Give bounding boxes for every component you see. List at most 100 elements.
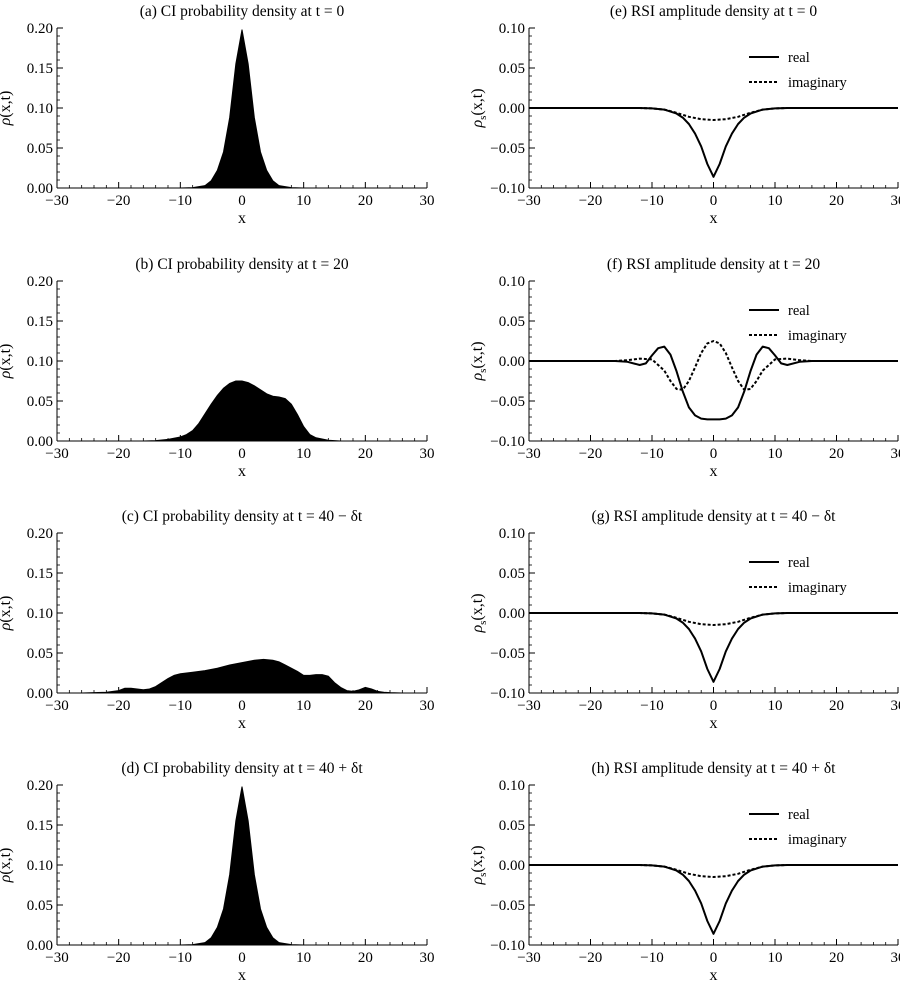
x-tick-label: −30: [45, 950, 68, 966]
y-tick-label: 0.00: [27, 938, 53, 954]
panel-e: (e) RSI amplitude density at t = 0 real im…: [469, 3, 900, 227]
x-tick-label: 30: [891, 698, 900, 714]
y-tick-label: 0.00: [499, 354, 525, 370]
y-tick-label: 0.00: [499, 858, 525, 874]
density-area: [81, 658, 403, 694]
x-tick-label: 30: [420, 446, 435, 462]
y-tick-label: −0.10: [490, 938, 525, 954]
chart-title: (b) CI probability density at t = 20: [135, 256, 348, 273]
y-tick-label: 0.15: [27, 314, 53, 330]
y-tick-label: 0.05: [499, 314, 525, 330]
y-axis-label: ρs(x,t): [469, 341, 489, 381]
x-tick-label: 0: [238, 698, 246, 714]
x-tick-label: 0: [710, 698, 718, 714]
x-tick-label: 0: [710, 950, 718, 966]
x-tick-label: −30: [517, 193, 540, 209]
y-tick-label: 0.00: [499, 101, 525, 117]
x-tick-label: −30: [45, 446, 68, 462]
x-tick-label: −10: [169, 950, 192, 966]
x-tick-label: −30: [45, 193, 68, 209]
x-tick-label: −30: [517, 446, 540, 462]
y-tick-label: −0.10: [490, 434, 525, 450]
chart-title: (e) RSI amplitude density at t = 0: [610, 3, 817, 20]
x-tick-label: 10: [768, 698, 783, 714]
y-axis-label: ρs(x,t): [469, 845, 489, 885]
y-tick-label: 0.15: [27, 61, 53, 77]
y-axis-label: ρ(x,t): [0, 91, 14, 127]
y-tick-label: 0.05: [499, 818, 525, 834]
y-axis-label: ρs(x,t): [469, 593, 489, 633]
y-axis-label: ρ(x,t): [0, 596, 14, 632]
y-tick-label: −0.10: [490, 686, 525, 702]
x-tick-label: 20: [829, 193, 844, 209]
panel-c: (c) CI probability density at t = 40 − δ…: [0, 508, 435, 732]
x-tick-label: −30: [517, 698, 540, 714]
x-tick-label: −30: [45, 698, 68, 714]
x-tick-label: −10: [169, 446, 192, 462]
y-tick-label: 0.00: [499, 606, 525, 622]
y-tick-label: −0.05: [490, 394, 525, 410]
y-tick-label: 0.10: [27, 101, 53, 117]
x-tick-label: 10: [296, 446, 311, 462]
x-axis-label: x: [710, 463, 718, 480]
x-tick-label: 10: [296, 950, 311, 966]
y-tick-label: 0.05: [27, 394, 53, 410]
y-tick-label: 0.05: [499, 566, 525, 582]
legend-label-real: real: [788, 50, 810, 66]
panel-b: (b) CI probability density at t = 20 −30 −…: [0, 256, 435, 480]
legend-label-imaginary: imaginary: [788, 75, 848, 91]
x-tick-label: −20: [107, 193, 130, 209]
y-tick-label: −0.10: [490, 181, 525, 197]
y-tick-label: 0.05: [27, 646, 53, 662]
legend-label-imaginary: imaginary: [788, 580, 848, 596]
series-line-imaginary: [529, 107, 898, 121]
y-tick-label: 0.15: [27, 566, 53, 582]
x-tick-label: −30: [517, 950, 540, 966]
legend-label-imaginary: imaginary: [788, 832, 848, 848]
y-tick-label: −0.05: [490, 898, 525, 914]
x-tick-label: −10: [640, 193, 663, 209]
x-tick-label: 30: [420, 698, 435, 714]
y-tick-label: 0.20: [27, 778, 53, 794]
y-tick-label: 0.10: [499, 778, 525, 794]
y-tick-label: −0.05: [490, 646, 525, 662]
panel-g: (g) RSI amplitude density at t = 40 − δt…: [469, 508, 900, 732]
x-tick-label: −20: [579, 446, 602, 462]
y-tick-label: 0.05: [499, 61, 525, 77]
series-line-real: [529, 612, 898, 683]
y-tick-label: 0.10: [499, 274, 525, 290]
y-axis-label: ρ(x,t): [0, 344, 14, 380]
x-tick-label: −10: [640, 698, 663, 714]
chart-title: (d) CI probability density at t = 40 + δ…: [121, 760, 363, 777]
x-tick-label: −10: [169, 698, 192, 714]
x-tick-label: 10: [768, 950, 783, 966]
panel-h: (h) RSI amplitude density at t = 40 + δt…: [469, 760, 900, 984]
legend-label-real: real: [788, 807, 810, 823]
y-axis-label: ρ(x,t): [0, 848, 14, 884]
y-tick-label: 0.10: [27, 858, 53, 874]
density-area: [143, 380, 341, 442]
x-tick-label: 30: [420, 193, 435, 209]
chart-title: (a) CI probability density at t = 0: [140, 3, 345, 20]
x-tick-label: −20: [579, 698, 602, 714]
x-tick-label: 30: [420, 950, 435, 966]
x-tick-label: −20: [579, 193, 602, 209]
x-tick-label: 10: [768, 193, 783, 209]
y-tick-label: 0.20: [27, 526, 53, 542]
x-axis-label: x: [710, 210, 718, 227]
series-line-imaginary: [529, 864, 898, 878]
x-tick-label: −20: [107, 950, 130, 966]
chart-title: (c) CI probability density at t = 40 − δ…: [122, 508, 363, 525]
panel-d: (d) CI probability density at t = 40 + δ…: [0, 760, 435, 984]
chart-title: (h) RSI amplitude density at t = 40 + δt: [592, 760, 837, 777]
chart-title: (f) RSI amplitude density at t = 20: [607, 256, 820, 273]
panel-f: (f) RSI amplitude density at t = 20 real i…: [469, 256, 900, 480]
y-tick-label: 0.10: [499, 21, 525, 37]
x-tick-label: 20: [358, 446, 373, 462]
y-tick-label: 0.00: [27, 181, 53, 197]
x-tick-label: 20: [829, 698, 844, 714]
x-tick-label: 20: [829, 446, 844, 462]
density-area: [180, 786, 304, 946]
x-tick-label: 20: [829, 950, 844, 966]
density-area: [180, 29, 304, 189]
